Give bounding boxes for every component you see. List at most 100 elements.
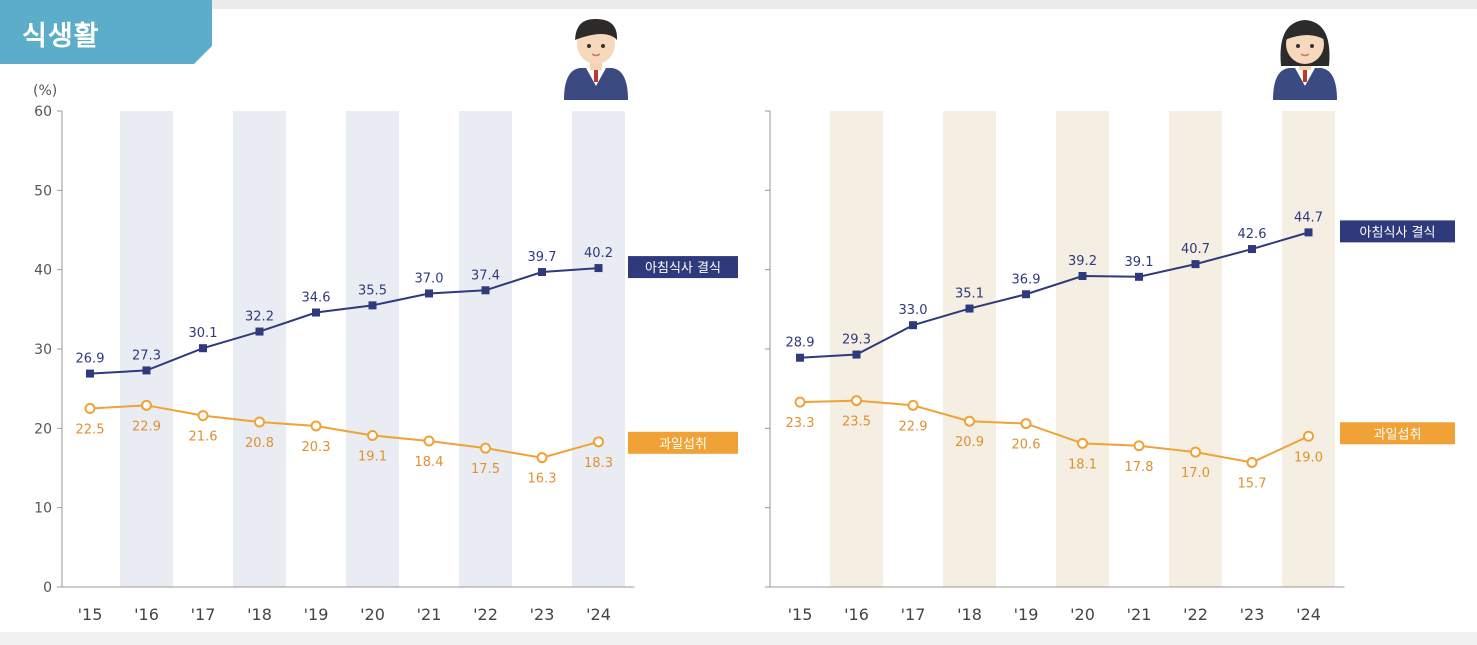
- data-label-fruit-intake: 22.5: [76, 423, 105, 438]
- data-point-fruit-intake: [84, 403, 96, 414]
- column-band: [459, 111, 512, 587]
- data-point-breakfast-skip: [1304, 228, 1313, 237]
- data-point-breakfast-skip: [142, 366, 151, 375]
- legend-label-breakfast-skip: 아침식사 결식: [1360, 225, 1436, 240]
- data-label-fruit-intake: 22.9: [899, 419, 928, 434]
- data-label-fruit-intake: 20.6: [1012, 438, 1041, 453]
- data-point-fruit-intake: [964, 415, 975, 427]
- data-point-breakfast-skip: [481, 286, 490, 295]
- column-band: [346, 111, 399, 587]
- y-tick-label: 30: [34, 342, 52, 358]
- column-band: [120, 111, 173, 587]
- data-label-breakfast-skip: 30.1: [189, 326, 218, 341]
- data-label-breakfast-skip: 28.9: [786, 336, 815, 351]
- x-tick-label: '18: [247, 605, 272, 624]
- data-label-fruit-intake: 17.0: [1181, 466, 1210, 481]
- x-tick-label: '23: [1240, 605, 1265, 624]
- x-tick-label: '16: [134, 605, 159, 624]
- legend-label-breakfast-skip: 아침식사 결식: [645, 261, 721, 276]
- data-label-fruit-intake: 17.8: [1125, 460, 1154, 475]
- data-label-fruit-intake: 23.5: [842, 415, 871, 430]
- y-tick-label: 20: [34, 421, 52, 437]
- data-point-fruit-intake: [141, 399, 152, 411]
- data-point-breakfast-skip: [1248, 245, 1256, 254]
- data-point-breakfast-skip: [594, 264, 603, 273]
- data-label-fruit-intake: 20.3: [302, 440, 331, 455]
- data-point-fruit-intake: [310, 420, 322, 432]
- x-tick-label: '20: [360, 605, 385, 624]
- data-label-breakfast-skip: 34.6: [302, 291, 331, 306]
- data-point-breakfast-skip: [1135, 272, 1143, 281]
- legend-label-fruit-intake: 과일섭취: [1374, 427, 1422, 442]
- data-label-fruit-intake: 18.1: [1068, 457, 1097, 472]
- x-tick-label: '24: [586, 605, 611, 624]
- series-line-fruit-intake: [89, 404, 599, 459]
- x-tick-label: '19: [1014, 605, 1039, 624]
- x-tick-label: '18: [957, 605, 982, 624]
- chart-panel-boys: 0 10 20 30 40 50 60 (%) '15 '16 '17 '18 '19 '20 '21 '22…: [33, 83, 738, 624]
- data-point-fruit-intake: [480, 442, 491, 454]
- series-line-breakfast-skip: [799, 231, 1309, 359]
- column-band: [233, 111, 286, 587]
- column-band: [830, 111, 883, 587]
- data-label-fruit-intake: 21.6: [189, 430, 218, 445]
- data-point-breakfast-skip: [86, 369, 94, 378]
- data-point-fruit-intake: [197, 410, 209, 422]
- data-point-breakfast-skip: [538, 268, 546, 277]
- x-tick-label: '20: [1070, 605, 1095, 624]
- data-label-fruit-intake: 16.3: [528, 472, 557, 487]
- data-point-fruit-intake: [1077, 437, 1088, 449]
- data-label-breakfast-skip: 40.7: [1181, 242, 1210, 257]
- data-label-breakfast-skip: 35.1: [955, 287, 984, 302]
- section-title: 식생활: [22, 21, 100, 52]
- data-point-fruit-intake: [794, 396, 806, 408]
- x-tick-label: '21: [417, 605, 442, 624]
- legend-box-fruit-intake: [1340, 422, 1455, 445]
- legend-box-breakfast-skip: [1340, 220, 1455, 243]
- data-label-fruit-intake: 15.7: [1238, 476, 1267, 491]
- data-point-fruit-intake: [254, 416, 265, 428]
- x-tick-label: '22: [1183, 605, 1208, 624]
- data-point-breakfast-skip: [368, 301, 377, 310]
- data-point-breakfast-skip: [796, 353, 804, 362]
- data-point-fruit-intake: [536, 452, 548, 464]
- data-point-fruit-intake: [1246, 456, 1258, 468]
- legend-box-fruit-intake: [628, 431, 738, 454]
- data-point-breakfast-skip: [255, 327, 264, 336]
- data-point-fruit-intake: [1133, 440, 1145, 452]
- data-label-fruit-intake: 22.9: [132, 419, 161, 434]
- y-tick-label: 0: [43, 580, 52, 596]
- column-band: [1282, 111, 1335, 587]
- data-label-fruit-intake: 18.3: [584, 456, 613, 471]
- data-label-fruit-intake: 19.0: [1294, 450, 1323, 465]
- data-label-fruit-intake: 18.4: [415, 455, 444, 470]
- x-tick-label: '15: [788, 605, 813, 624]
- data-label-fruit-intake: 17.5: [471, 462, 500, 477]
- data-label-breakfast-skip: 36.9: [1012, 272, 1041, 287]
- boy-student-icon: [564, 18, 628, 100]
- section-tab: 식생활: [0, 0, 212, 64]
- data-label-breakfast-skip: 32.2: [245, 310, 274, 325]
- legend-box-breakfast-skip: [628, 256, 738, 279]
- bottom-border: [0, 632, 1477, 645]
- data-point-breakfast-skip: [1022, 290, 1030, 299]
- data-label-fruit-intake: 19.1: [358, 449, 387, 464]
- data-label-breakfast-skip: 33.0: [899, 303, 928, 318]
- column-band: [1169, 111, 1222, 587]
- y-tick-label: 40: [34, 263, 52, 279]
- x-tick-label: '22: [473, 605, 498, 624]
- data-label-fruit-intake: 23.3: [786, 416, 815, 431]
- x-tick-label: '19: [304, 605, 329, 624]
- data-point-breakfast-skip: [199, 344, 207, 353]
- data-label-breakfast-skip: 35.5: [358, 283, 387, 298]
- legend-label-fruit-intake: 과일섭취: [659, 437, 707, 452]
- top-border: [0, 0, 1477, 9]
- x-tick-label: '21: [1127, 605, 1152, 624]
- data-label-breakfast-skip: 39.7: [528, 250, 557, 265]
- data-point-fruit-intake: [907, 399, 919, 411]
- data-point-fruit-intake: [1190, 446, 1201, 458]
- series-line-breakfast-skip: [89, 267, 599, 375]
- x-tick-label: '16: [844, 605, 869, 624]
- data-point-breakfast-skip: [852, 350, 861, 359]
